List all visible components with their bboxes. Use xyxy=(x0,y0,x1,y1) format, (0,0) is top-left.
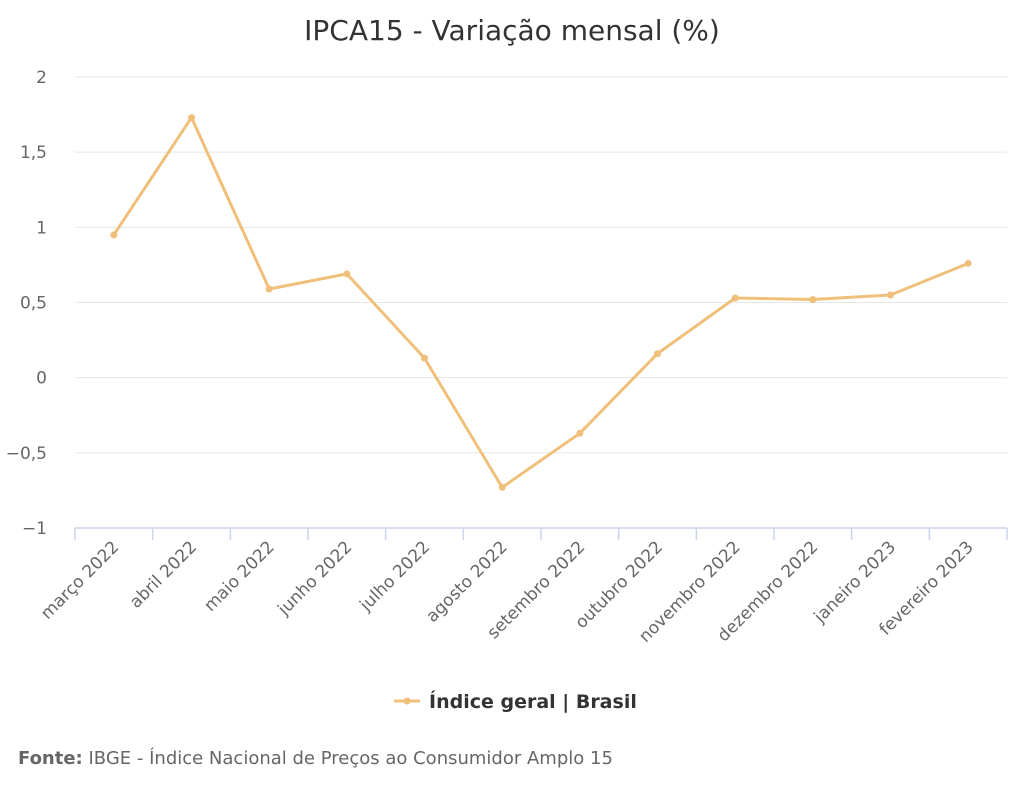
y-tick-label: 0,5 xyxy=(20,294,47,314)
data-point-5[interactable] xyxy=(421,354,428,362)
x-tick-label: março 2022 xyxy=(37,537,123,623)
data-point-1[interactable] xyxy=(110,231,118,239)
y-tick-label: −1 xyxy=(22,519,47,539)
data-point-6[interactable] xyxy=(498,483,506,491)
y-tick-label: 2 xyxy=(36,68,47,88)
legend-label[interactable]: Índice geral | Brasil xyxy=(429,690,637,713)
data-point-8[interactable] xyxy=(654,350,661,358)
data-point-7[interactable] xyxy=(576,429,584,437)
source-note: Fonte: IBGE - Índice Nacional de Preços … xyxy=(18,748,613,769)
data-point-2[interactable] xyxy=(188,114,195,122)
legend-marker-swatch xyxy=(403,697,411,705)
data-point-4[interactable] xyxy=(343,270,351,278)
data-point-12[interactable] xyxy=(964,259,972,267)
x-tick-label: maio 2022 xyxy=(200,537,278,615)
data-point-3[interactable] xyxy=(265,285,273,293)
x-tick-label: junho 2022 xyxy=(274,537,357,620)
data-point-11[interactable] xyxy=(887,291,894,299)
series-line[interactable] xyxy=(112,116,970,489)
y-tick-label: −0,5 xyxy=(6,444,47,464)
chart-title: IPCA15 - Variação mensal (%) xyxy=(304,14,720,47)
source-text: IBGE - Índice Nacional de Preços ao Cons… xyxy=(88,748,613,769)
x-tick-label: abril 2022 xyxy=(126,537,201,612)
data-point-9[interactable] xyxy=(731,294,739,302)
y-axis-labels: 2 1,5 1 0,5 0 −0,5 −1 xyxy=(6,68,47,539)
data-point-10[interactable] xyxy=(809,295,817,303)
grid-lines xyxy=(75,76,1007,454)
y-tick-label: 0 xyxy=(36,369,47,389)
legend[interactable]: Índice geral | Brasil xyxy=(394,690,637,713)
x-axis xyxy=(74,527,1008,540)
source-label: Fonte: xyxy=(18,748,83,769)
x-tick-label: julho 2022 xyxy=(355,537,434,616)
series-indice-geral[interactable] xyxy=(110,114,972,491)
y-tick-label: 1,5 xyxy=(20,143,47,163)
y-tick-label: 1 xyxy=(36,218,47,238)
